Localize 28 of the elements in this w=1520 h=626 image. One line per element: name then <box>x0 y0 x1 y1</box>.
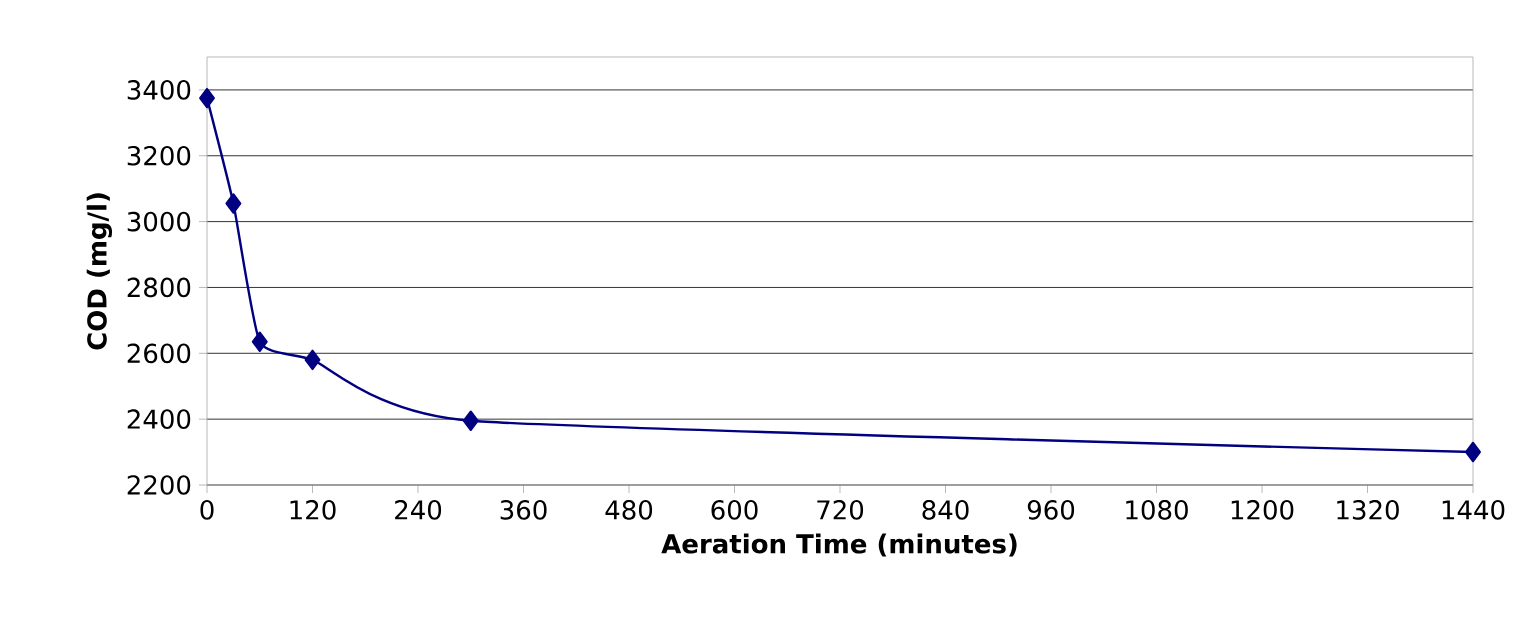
x-tick-label: 960 <box>1027 500 1075 520</box>
point <box>251 331 268 352</box>
x-tick-label: 1080 <box>1126 500 1188 520</box>
x-tick-label: 840 <box>922 500 969 520</box>
x-tick-label: 360 <box>500 500 547 520</box>
x-tick-label: 240 <box>395 500 442 520</box>
y-tick-label: 3200 <box>127 145 191 166</box>
x-tick-label: 480 <box>605 500 653 520</box>
point <box>225 193 242 214</box>
point <box>199 87 215 109</box>
y-tick-label: 2400 <box>127 409 191 429</box>
y-tick-label: 3400 <box>127 80 191 100</box>
point <box>1465 441 1481 463</box>
y-tick-label: 2800 <box>127 277 191 298</box>
x-tick-label: 0 <box>200 500 214 520</box>
x-tick-label: 1320 <box>1337 500 1399 520</box>
x-tick-label: 1440 <box>1442 500 1505 520</box>
y-tick-label: 3000 <box>127 211 191 232</box>
x-tick-label: 120 <box>290 500 336 520</box>
y-tick-label: 2200 <box>127 475 191 495</box>
point <box>462 410 479 431</box>
y-tick-label: 2600 <box>127 343 191 364</box>
x-tick-label: 600 <box>711 500 758 520</box>
y-axis-title: COD (mg/l) <box>86 193 113 350</box>
x-tick-label: 720 <box>817 500 864 520</box>
point <box>304 349 321 371</box>
x-tick-label: 1200 <box>1231 500 1294 520</box>
x-axis-title: Aeration Time (minutes) <box>661 533 1017 557</box>
